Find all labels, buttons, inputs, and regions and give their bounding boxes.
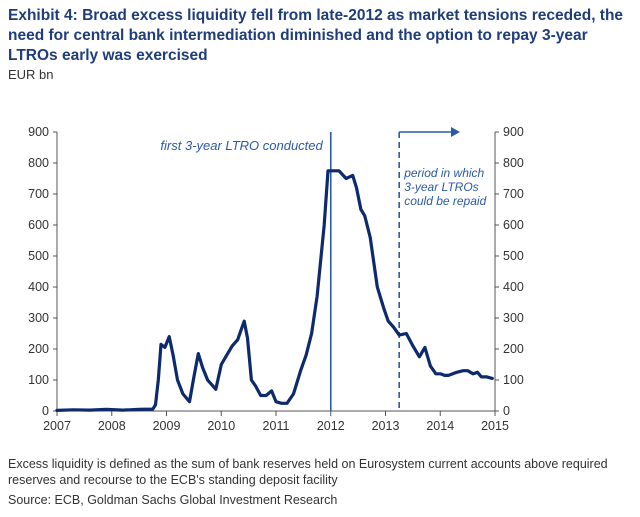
excess-liquidity-line [55,169,494,412]
y-tick-label-right: 0 [503,404,510,418]
y-tick-label-left: 0 [42,404,49,418]
y-tick-label-left: 200 [28,342,49,356]
x-tick-label: 2015 [481,419,509,433]
y-tick-label-right: 900 [503,125,524,139]
repay-period-label: could be repaid [404,194,486,208]
x-tick-label: 2009 [153,419,181,433]
line-chart: 0 100 200 300 400 500 600 700 800 900 0 100 200 300 4… [28,125,524,433]
x-tick-label: 2014 [426,419,454,433]
x-tick-label: 2010 [207,419,235,433]
annotations: first 3-year LTRO conducted period in whi… [160,127,487,411]
ltro-conducted-label: first 3-year LTRO conducted [160,138,323,153]
y-tick-label-right: 300 [503,311,524,325]
y-tick-label-left: 400 [28,280,49,294]
y-tick-label-right: 400 [503,280,524,294]
y-axis-right: 0 100 200 300 400 500 600 700 800 900 [495,125,524,418]
y-tick-label-left: 900 [28,125,49,139]
y-axis-left: 0 100 200 300 400 500 600 700 800 900 [28,125,57,418]
series-layer [55,169,494,412]
y-tick-label-right: 100 [503,373,524,387]
y-tick-label-left: 800 [28,156,49,170]
x-tick-label: 2012 [317,419,345,433]
repay-arrow-head [451,127,460,137]
unit-label: EUR bn [8,67,54,82]
x-tick-label: 2007 [43,419,71,433]
x-tick-label: 2013 [372,419,400,433]
y-tick-label-right: 200 [503,342,524,356]
x-tick-label: 2011 [263,419,290,433]
repay-period-label: period in which [403,166,484,180]
source-note: Source: ECB, Goldman Sachs Global Invest… [8,493,338,507]
y-tick-label-left: 600 [28,218,49,232]
y-tick-label-left: 500 [28,249,49,263]
y-tick-label-right: 700 [503,187,524,201]
x-tick-label: 2008 [98,419,126,433]
y-tick-label-right: 800 [503,156,524,170]
repay-period-label: 3-year LTROs [404,180,478,194]
y-tick-label-left: 100 [28,373,49,387]
y-tick-label-left: 700 [28,187,49,201]
y-tick-label-right: 500 [503,249,524,263]
footnote: Excess liquidity is defined as the sum o… [8,457,608,487]
x-axis: 2007 2008 2009 2010 2011 2012 2013 2014 2015 [43,411,509,433]
chart-title: Exhibit 4: Broad excess liquidity fell f… [8,7,624,64]
y-tick-label-left: 300 [28,311,49,325]
y-tick-label-right: 600 [503,218,524,232]
